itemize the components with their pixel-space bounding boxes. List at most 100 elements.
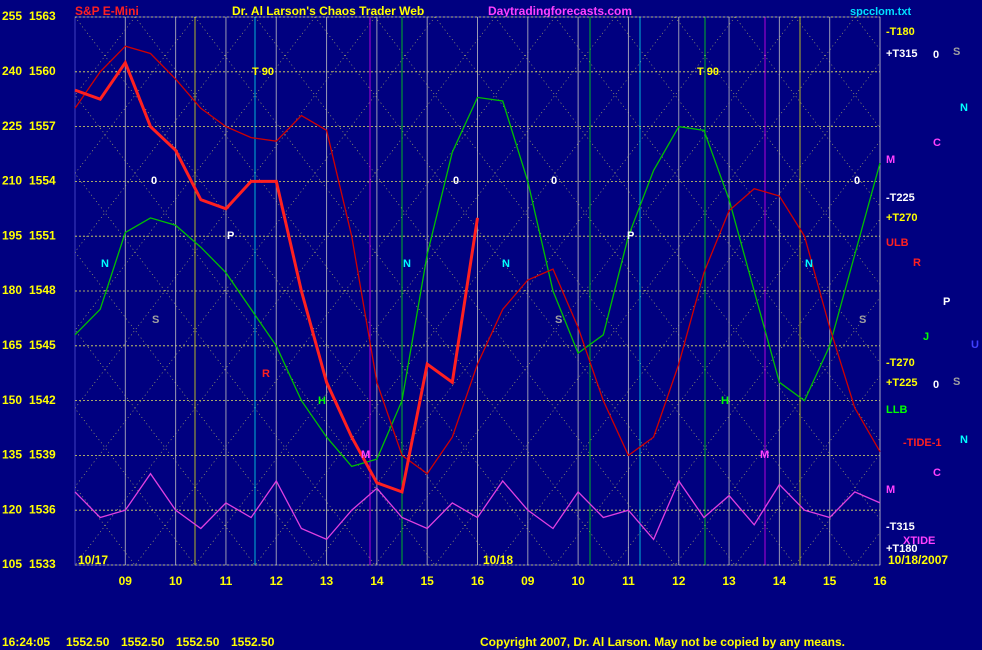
y-tick-label: 195	[2, 228, 22, 242]
y2-tick-label: 1554	[29, 174, 56, 188]
y2-tick-label: 1551	[29, 228, 56, 242]
x-tick-label: 09	[521, 574, 535, 588]
x-tick-label: 12	[672, 574, 686, 588]
annotation: P	[627, 230, 634, 242]
x-tick-label: 14	[773, 574, 787, 588]
y2-tick-label: 1542	[29, 393, 56, 407]
annotation: -TIDE-1	[903, 437, 942, 449]
y2-tick-label: 1539	[29, 448, 56, 462]
annotation: N	[960, 102, 968, 114]
annotation: S	[859, 314, 866, 326]
annotation: -T180	[886, 26, 915, 38]
copyright: Copyright 2007, Dr. Al Larson. May not b…	[480, 635, 845, 649]
y-tick-label: 180	[2, 283, 22, 297]
x-tick-label: 15	[823, 574, 837, 588]
x-tick-label: 11	[622, 574, 635, 588]
y-tick-label: 105	[2, 557, 22, 571]
annotation: C	[933, 467, 941, 479]
chart-title: Dr. Al Larson's Chaos Trader Web	[232, 4, 424, 18]
annotation: M	[760, 449, 769, 461]
annotation: S	[152, 314, 159, 326]
x-tick-label: 13	[722, 574, 736, 588]
annotation: M	[361, 449, 370, 461]
annotation: J	[923, 331, 929, 343]
annotation: S	[953, 376, 960, 388]
end-date: 10/18/2007	[888, 553, 948, 567]
y-tick-label: 165	[2, 338, 22, 352]
annotation: N	[101, 258, 109, 270]
x-tick-label: 11	[220, 574, 233, 588]
annotation: 0	[453, 175, 459, 187]
x-tick-label: 15	[421, 574, 435, 588]
y-tick-label: 255	[2, 9, 22, 23]
annotation: XTIDE	[903, 535, 935, 547]
annotation: LLB	[886, 404, 907, 416]
annotation: P	[943, 296, 950, 308]
annotation: P	[227, 230, 234, 242]
annotation: N	[960, 434, 968, 446]
annotation: -T225	[886, 192, 915, 204]
annotation: S	[555, 314, 562, 326]
annotation: C	[933, 137, 941, 149]
y2-tick-label: 1545	[29, 338, 56, 352]
instrument: S&P E-Mini	[75, 4, 139, 18]
y2-tick-label: 1563	[29, 9, 56, 23]
next-date: 10/18	[483, 553, 513, 567]
y2-tick-label: 1557	[29, 119, 56, 133]
annotation: 0	[551, 175, 557, 187]
annotation: R	[262, 368, 270, 380]
series-line	[74, 472, 881, 541]
annotation: H	[318, 395, 326, 407]
annotation: N	[502, 258, 510, 270]
quote-field: 1552.50	[176, 635, 220, 649]
annotation: S	[953, 46, 960, 58]
annotation: 0	[933, 379, 939, 391]
annotation: +T225	[886, 377, 918, 389]
quote-field: 1552.50	[121, 635, 165, 649]
x-tick-label: 16	[873, 574, 887, 588]
annotation: U	[971, 339, 979, 351]
annotation: M	[886, 154, 895, 166]
x-tick-label: 14	[370, 574, 384, 588]
y-tick-label: 135	[2, 448, 22, 462]
x-tick-label: 12	[270, 574, 284, 588]
y-tick-label: 210	[2, 174, 22, 188]
y2-tick-label: 1533	[29, 557, 56, 571]
series-line	[74, 96, 881, 468]
annotation: +T180	[886, 543, 918, 555]
annotation: -T315	[886, 521, 915, 533]
y2-tick-label: 1548	[29, 283, 56, 297]
website: Daytradingforecasts.com	[488, 4, 632, 18]
y-tick-label: 240	[2, 64, 22, 78]
annotation: H	[721, 395, 729, 407]
annotation: 0	[933, 49, 939, 61]
annotation: T 90	[697, 66, 719, 78]
annotation: 0	[854, 175, 860, 187]
y-tick-label: 120	[2, 502, 22, 516]
annotation: +T270	[886, 212, 918, 224]
x-tick-label: 10	[169, 574, 183, 588]
annotation: +T315	[886, 48, 918, 60]
file-name: spcclom.txt	[850, 6, 911, 18]
annotation: R	[913, 257, 921, 269]
annotation: 0	[151, 175, 157, 187]
annotation: -T270	[886, 357, 915, 369]
quote-field: 16:24:05	[2, 635, 50, 649]
annotation: N	[805, 258, 813, 270]
series-line	[74, 59, 479, 494]
y-tick-label: 150	[2, 393, 22, 407]
annotation: M	[886, 484, 895, 496]
x-tick-label: 13	[320, 574, 334, 588]
x-tick-label: 09	[119, 574, 133, 588]
annotation: T 90	[252, 66, 274, 78]
y2-tick-label: 1560	[29, 64, 56, 78]
start-date: 10/17	[78, 553, 108, 567]
quote-field: 1552.50	[231, 635, 275, 649]
x-tick-label: 10	[571, 574, 585, 588]
series-line	[74, 45, 881, 475]
quote-field: 1552.50	[66, 635, 110, 649]
x-tick-label: 16	[471, 574, 485, 588]
annotation: N	[403, 258, 411, 270]
